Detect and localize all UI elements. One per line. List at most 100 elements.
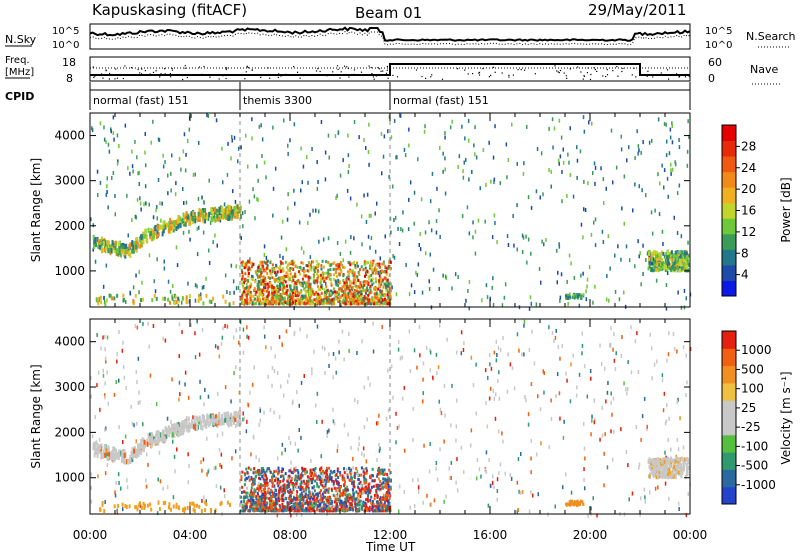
echo-cell — [606, 274, 608, 278]
echo-cell — [105, 263, 108, 268]
echo-cell — [485, 283, 488, 288]
nave-dot — [372, 76, 374, 78]
echo-cell — [316, 420, 318, 424]
echo-cell — [324, 291, 326, 294]
echo-cell — [346, 287, 349, 291]
echo-cell — [182, 218, 184, 224]
echo-cell — [116, 248, 119, 254]
echo-cell — [308, 290, 311, 294]
echo-cell — [308, 302, 311, 306]
echo-cell — [149, 373, 152, 378]
echo-cell — [400, 227, 402, 232]
echo-cell — [105, 193, 107, 197]
nave-dot — [556, 70, 558, 72]
echo-cell — [364, 299, 367, 302]
echo-cell — [402, 210, 404, 215]
echo-cell — [318, 293, 321, 297]
echo-cell — [279, 292, 282, 296]
echo-cell — [285, 329, 288, 334]
nave-tick-low: 0 — [708, 72, 715, 85]
echo-cell — [167, 191, 169, 196]
echo-cell — [257, 285, 260, 289]
echo-cell — [240, 491, 243, 494]
echo-cell — [388, 286, 391, 290]
echo-cell — [369, 498, 372, 502]
echo-cell — [321, 298, 324, 302]
echo-cell — [336, 284, 339, 287]
echo-cell — [630, 325, 632, 330]
nave-dot — [421, 75, 423, 78]
echo-cell — [185, 152, 187, 157]
echo-cell — [678, 266, 681, 271]
echo-cell — [316, 324, 319, 329]
echo-cell — [413, 348, 416, 353]
echo-cell — [350, 297, 353, 301]
echo-cell — [335, 263, 338, 267]
echo-cell — [261, 154, 263, 158]
echo-cell — [347, 274, 350, 278]
echo-cell — [347, 270, 350, 274]
echo-cell — [142, 501, 145, 506]
echo-cell — [280, 384, 282, 389]
echo-cell — [221, 414, 223, 420]
echo-cell — [200, 460, 202, 465]
echo-cell — [610, 128, 613, 133]
echo-cell — [283, 393, 285, 398]
echo-cell — [345, 281, 348, 285]
echo-cell — [279, 276, 282, 280]
nave-tick-high: 60 — [708, 56, 722, 69]
echo-cell — [393, 255, 396, 260]
echo-cell — [319, 295, 322, 299]
echo-cell — [151, 298, 154, 303]
echo-cell — [368, 264, 371, 268]
echo-cell — [313, 268, 316, 272]
echo-cell — [241, 260, 244, 264]
echo-cell — [328, 277, 331, 281]
echo-cell — [227, 141, 229, 146]
echo-cell — [92, 223, 95, 228]
nave-dot — [225, 68, 227, 71]
echo-cell — [397, 347, 400, 352]
echo-cell — [572, 293, 575, 297]
echo-cell — [181, 300, 183, 305]
echo-cell — [374, 271, 377, 275]
echo-cell — [455, 480, 457, 485]
echo-cell — [290, 501, 293, 504]
echo-cell — [268, 493, 271, 497]
nave-dot — [149, 73, 151, 75]
echo-cell — [554, 504, 556, 509]
echo-cell — [376, 201, 378, 206]
echo-cell — [474, 152, 476, 157]
echo-cell — [94, 238, 96, 244]
echo-cell — [354, 302, 357, 306]
echo-cell — [319, 297, 322, 301]
echo-cell — [590, 376, 592, 381]
echo-cell — [170, 507, 172, 512]
echo-cell — [197, 211, 200, 217]
echo-cell — [185, 295, 188, 300]
echo-cell — [285, 274, 288, 278]
echo-cell — [147, 321, 149, 326]
echo-cell — [365, 302, 368, 306]
echo-cell — [543, 242, 545, 247]
echo-cell — [659, 181, 661, 186]
echo-cell — [319, 475, 322, 479]
echo-cell — [201, 195, 203, 200]
echo-cell — [668, 496, 670, 501]
echo-cell — [305, 284, 307, 288]
echo-cell — [239, 320, 242, 325]
echo-cell — [157, 177, 160, 182]
nave-dot — [184, 67, 186, 69]
echo-cell — [331, 471, 334, 475]
echo-cell — [279, 260, 282, 264]
echo-cell — [287, 151, 289, 156]
echo-cell — [344, 302, 347, 306]
echo-cell — [444, 135, 446, 140]
echo-cell — [286, 275, 289, 279]
echo-cell — [120, 249, 123, 254]
echo-cell — [643, 396, 646, 401]
echo-cell — [676, 399, 678, 404]
echo-cell — [106, 370, 108, 375]
y-tick-label: 3000 — [54, 174, 85, 188]
echo-cell — [121, 456, 124, 461]
